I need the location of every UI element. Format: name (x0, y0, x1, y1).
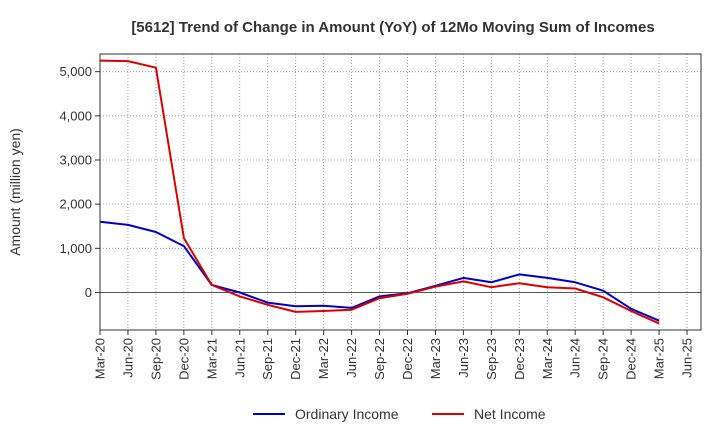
x-axis: Mar-20 Jun-20 Sep-20 Dec-20 Mar-21 Jun-21 Sep-… (93, 330, 695, 380)
x-tick-label: Dec-20 (176, 338, 191, 380)
x-tick-label: Jun-20 (120, 338, 135, 378)
x-tick-label: Sep-20 (148, 338, 163, 380)
series-line-2 (99, 59, 660, 325)
x-tick-label: Jun-21 (232, 338, 247, 378)
x-tick-label: Jun-25 (680, 338, 695, 378)
y-axis-label: Amount (million yen) (7, 128, 23, 256)
x-tick-label: Mar-21 (204, 338, 219, 379)
y-tick-label: 2,000 (59, 197, 92, 212)
x-tick-label: Sep-23 (484, 338, 499, 380)
y-tick-label: 4,000 (59, 108, 92, 123)
y-tick-label: 1,000 (59, 241, 92, 256)
series-line-1 (99, 220, 660, 322)
x-tick-label: Jun-24 (568, 338, 583, 378)
chart-title: [5612] Trend of Change in Amount (YoY) o… (131, 19, 654, 36)
x-tick-label: Dec-22 (400, 338, 415, 380)
x-tick-label: Dec-21 (288, 338, 303, 380)
y-tick-label: 3,000 (59, 152, 92, 167)
x-tick-label: Mar-22 (316, 338, 331, 379)
x-tick-label: Jun-22 (344, 338, 359, 378)
x-tick-label: Sep-21 (260, 338, 275, 380)
y-tick-label: 5,000 (59, 64, 92, 79)
y-axis: 0 1,000 2,000 3,000 4,000 5,000 (59, 64, 100, 300)
x-tick-label: Sep-24 (596, 338, 611, 380)
series-group (99, 59, 660, 325)
x-tick-label: Mar-23 (428, 338, 443, 379)
y-tick-label: 0 (85, 285, 92, 300)
x-tick-label: Dec-24 (624, 338, 639, 380)
legend: Ordinary Income Net Income (253, 406, 546, 422)
plot-area (100, 54, 701, 330)
x-tick-label: Mar-20 (93, 338, 108, 379)
x-tick-label: Mar-25 (652, 338, 667, 379)
x-tick-label: Mar-24 (540, 338, 555, 379)
plot-border (99, 53, 702, 331)
legend-label-1: Ordinary Income (295, 406, 399, 422)
legend-label-2: Net Income (474, 406, 546, 422)
x-tick-label: Dec-23 (512, 338, 527, 380)
x-tick-label: Sep-22 (372, 338, 387, 380)
x-tick-label: Jun-23 (456, 338, 471, 378)
grid (99, 54, 701, 330)
